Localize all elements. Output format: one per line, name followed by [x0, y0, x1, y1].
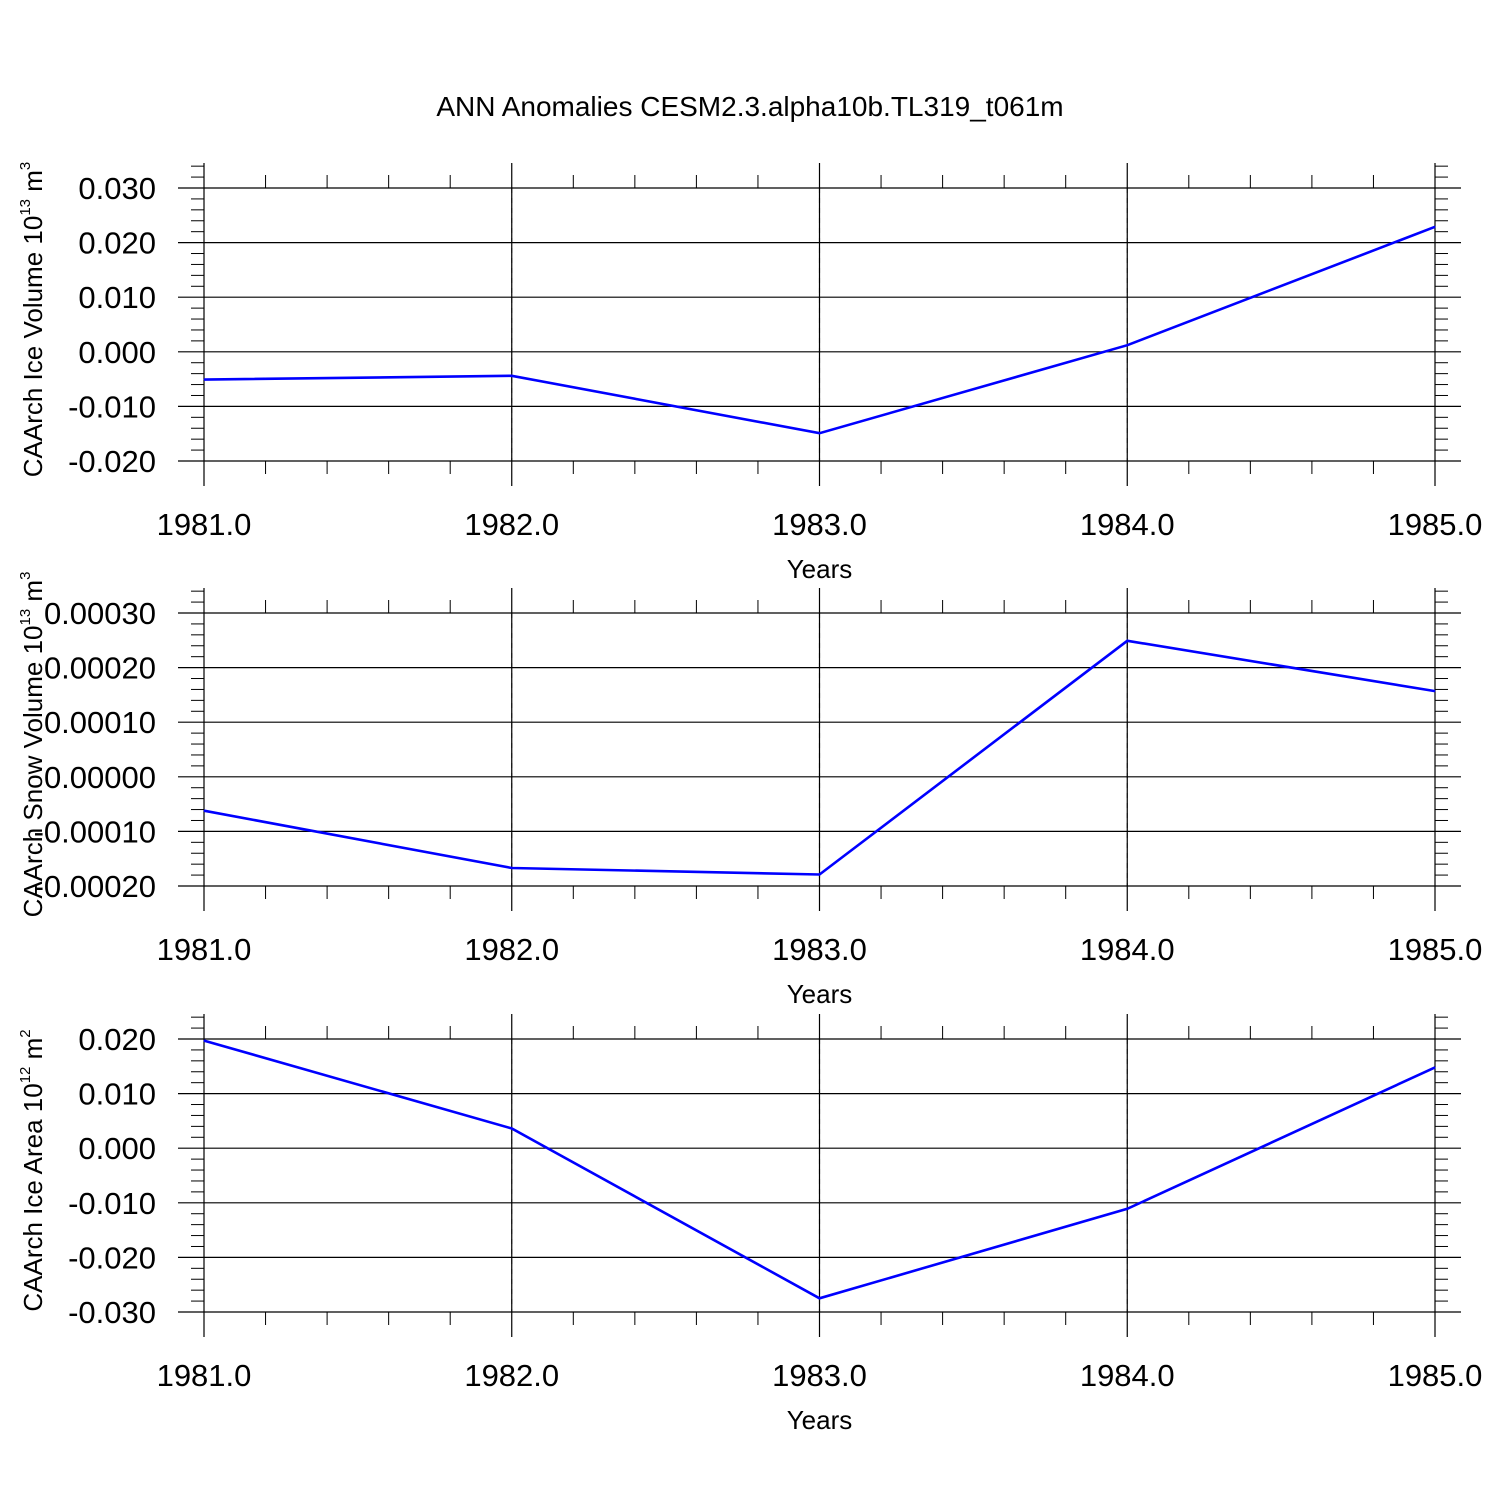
figure-title: ANN Anomalies CESM2.3.alpha10b.TL319_t06… [436, 91, 1063, 122]
data-point [203, 1040, 205, 1042]
y-tick-label: -0.020 [68, 1240, 156, 1275]
data-point [819, 432, 820, 434]
y-tick-label: 0.030 [78, 171, 156, 206]
x-tick-label: 1983.0 [772, 1358, 867, 1393]
y-tick-label: 0.00000 [44, 760, 156, 795]
x-tick-label: 1984.0 [1080, 507, 1175, 542]
panel-2: -0.00020 -0.00010 0.00000 0.00010 0.00020 0.0… [17, 572, 1482, 1009]
x-axis-title: Years [787, 979, 853, 1009]
data-point [1126, 1208, 1128, 1210]
x-tick-label: 1982.0 [464, 932, 559, 967]
data-point [819, 874, 820, 876]
x-tick-label: 1984.0 [1080, 932, 1175, 967]
y-tick-label: 0.020 [78, 1022, 156, 1057]
x-tick-label: 1984.0 [1080, 1358, 1175, 1393]
x-axis-title: Years [787, 554, 853, 584]
x-tick-label: 1983.0 [772, 507, 867, 542]
y-tick-label: -0.020 [68, 444, 156, 479]
y-axis-title: CAArch Ice Area 1012 m2 [17, 1029, 48, 1311]
data-point [203, 810, 205, 812]
y-tick-label: -0.010 [68, 389, 156, 424]
y-tick-label: 0.00020 [44, 651, 156, 686]
y-tick-label: -0.00010 [34, 814, 156, 849]
y-axis-title: CAArch Snow Volume 1013 m3 [17, 572, 48, 918]
y-axis-title: CAArch Ice Volume 1013 m3 [17, 162, 48, 478]
x-tick-label: 1981.0 [157, 1358, 252, 1393]
data-point [511, 867, 513, 869]
data-point [819, 1297, 820, 1299]
x-axis-title: Years [787, 1405, 853, 1435]
y-tick-label: 0.00010 [44, 705, 156, 740]
y-tick-label: 0.000 [78, 335, 156, 370]
x-tick-label: 1982.0 [464, 1358, 559, 1393]
y-tick-label: -0.010 [68, 1186, 156, 1221]
y-tick-label: -0.030 [68, 1295, 156, 1330]
data-point [1126, 640, 1128, 642]
data-point [511, 375, 513, 377]
y-tick-label: 0.000 [78, 1131, 156, 1166]
data-point [203, 379, 205, 381]
x-tick-label: 1985.0 [1388, 507, 1483, 542]
data-point [1126, 344, 1128, 346]
x-tick-label: 1982.0 [464, 507, 559, 542]
x-tick-label: 1981.0 [157, 932, 252, 967]
panel-1: -0.020 -0.010 0.000 0.010 0.020 0.030 1981.0 19… [17, 162, 1482, 584]
y-tick-label: 0.010 [78, 280, 156, 315]
x-tick-label: 1983.0 [772, 932, 867, 967]
panels: -0.020 -0.010 0.000 0.010 0.020 0.030 1981.0 19… [17, 162, 1482, 1435]
data-point [1434, 690, 1436, 692]
x-tick-label: 1981.0 [157, 507, 252, 542]
y-tick-label: 0.00030 [44, 596, 156, 631]
x-tick-label: 1985.0 [1388, 932, 1483, 967]
data-point [511, 1128, 513, 1130]
data-point [1434, 226, 1436, 228]
data-point [1434, 1066, 1436, 1068]
y-tick-label: 0.010 [78, 1077, 156, 1112]
y-tick-label: -0.00020 [34, 869, 156, 904]
y-tick-label: 0.020 [78, 226, 156, 261]
x-tick-label: 1985.0 [1388, 1358, 1483, 1393]
panel-3: -0.030 -0.020 -0.010 0.000 0.010 0.020 1981.0 1… [17, 1014, 1482, 1435]
